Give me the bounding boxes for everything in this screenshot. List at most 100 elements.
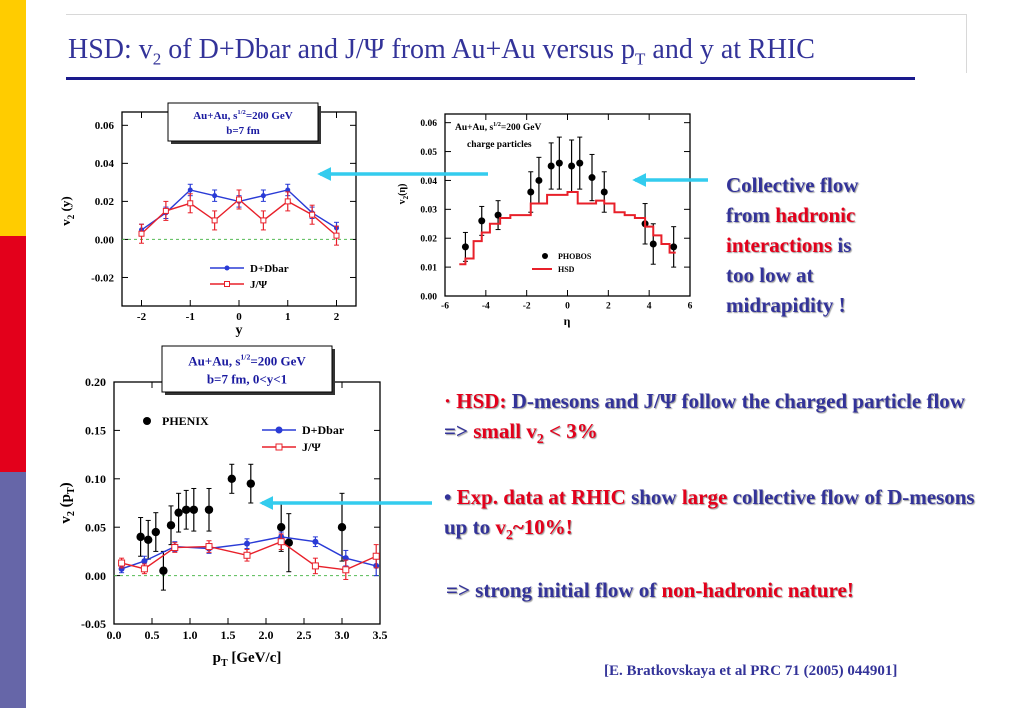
data-point	[162, 207, 169, 214]
legend-label: HSD	[558, 265, 575, 274]
y-tick-label: 0.05	[85, 520, 106, 534]
info-box-rapidity-line1: Au+Au, s1/2=200 GeV	[193, 109, 293, 122]
data-point	[284, 198, 291, 205]
legend-marker	[224, 281, 230, 287]
y-axis-label: v2 (y)	[58, 196, 76, 225]
series-line-hsd	[459, 191, 676, 266]
info-line1: Au+Au, s1/2=200 GeV	[455, 122, 541, 133]
x-tick-label: 2.5	[297, 628, 312, 642]
x-tick-label: -6	[441, 302, 449, 312]
axis-sub: T	[66, 487, 77, 494]
axis-text: (y)	[58, 196, 73, 214]
sidebar-yellow-stripe	[0, 0, 26, 236]
x-tick-label: 3.5	[373, 628, 388, 642]
data-point	[260, 217, 267, 224]
x-tick-label: 0.0	[107, 628, 122, 642]
legend-label: PHENIX	[162, 414, 209, 428]
data-point	[136, 532, 145, 542]
data-point	[189, 505, 198, 514]
legend-label: PHOBOS	[558, 252, 592, 261]
y-tick-label: -0.02	[91, 272, 114, 284]
axis-text: v	[58, 516, 74, 524]
y-axis-label: v2(η)	[397, 184, 410, 205]
data-point	[588, 174, 596, 182]
pointer-arrows	[259, 167, 708, 510]
x-axis-label: pT [GeV/c]	[213, 650, 282, 669]
info-text: =200 GeV	[501, 123, 542, 133]
data-point	[342, 566, 350, 574]
data-point	[461, 243, 469, 251]
data-point	[118, 565, 125, 572]
axis-text: p	[213, 650, 221, 666]
data-point	[478, 217, 486, 225]
x-tick-label: 2.0	[259, 628, 274, 642]
x-tick-label: 3.0	[335, 628, 350, 642]
legend-marker	[542, 253, 548, 259]
data-point	[555, 159, 563, 167]
y-tick-label: 0.03	[420, 206, 437, 216]
data-point	[211, 217, 218, 224]
y-tick-label: 0.10	[85, 472, 106, 486]
y-axis-label: v2 (pT)	[58, 482, 77, 523]
y-tick-label: 0.06	[95, 120, 115, 132]
data-point	[166, 521, 176, 530]
legend-marker	[275, 426, 283, 434]
x-tick-label: -1	[186, 311, 195, 323]
data-point	[159, 566, 168, 575]
x-tick-label: 2	[334, 311, 340, 323]
legend-marker	[224, 265, 230, 271]
x-tick-label: 6	[688, 302, 693, 312]
data-point	[649, 240, 657, 248]
y-tick-label: 0.05	[420, 148, 437, 158]
data-point	[236, 196, 242, 203]
x-tick-label: 1.5	[221, 628, 236, 642]
sidebar-blue-stripe	[0, 472, 26, 708]
info-sup: 1/2	[493, 122, 501, 128]
info-box-rapidity-line2: b=7 fm	[226, 125, 259, 137]
x-tick-label: -4	[482, 302, 490, 312]
axis-text: [GeV/c]	[228, 650, 282, 666]
data-point	[372, 552, 380, 560]
data-point	[576, 159, 584, 167]
legend-label: D+Dbar	[250, 263, 289, 275]
title-underline	[66, 77, 915, 80]
v2-vs-pt-chart: 0.0 0.5 1.0 1.5 2.0 2.5 3.0 3.5 -0.05 0.00 0.05 0.1…	[58, 345, 388, 669]
slide-title: HSD: v2 of D+Dbar and J/Ψ from Au+Au ver…	[68, 34, 815, 69]
legend-marker	[275, 443, 283, 451]
x-tick-label: 0	[565, 302, 570, 312]
info-box-pt-line1: Au+Au, s1/2=200 GeV	[188, 352, 306, 368]
y-tick-label: 0.04	[95, 158, 115, 170]
data-point	[138, 230, 145, 237]
x-tick-label: 2	[606, 302, 611, 312]
legend-label: J/Ψ	[302, 440, 321, 454]
data-point	[204, 505, 214, 514]
data-point	[277, 523, 286, 532]
y-tick-label: 0.00	[420, 292, 437, 302]
data-point	[151, 527, 160, 537]
data-point	[171, 544, 179, 552]
data-point	[243, 551, 251, 559]
y-tick-label: 0.04	[420, 177, 437, 187]
data-point	[212, 193, 218, 199]
data-point	[547, 162, 555, 170]
x-tick-label: 1	[285, 311, 291, 323]
data-point	[141, 558, 148, 565]
y-tick-label: 0.06	[420, 119, 437, 129]
data-point	[140, 565, 148, 573]
data-point	[600, 188, 608, 196]
x-tick-label: 0.5	[145, 628, 160, 642]
x-axis-label: y	[236, 323, 243, 338]
y-tick-label: 0.01	[420, 263, 437, 273]
experiment-conclusion: • Exp. data at RHIC show large collectiv…	[444, 485, 975, 544]
y-tick-label: -0.05	[81, 617, 106, 631]
v2-vs-eta-chart: -6 -4 -2 0 2 4 60.000.010.020.030.040.050.06v2…	[397, 113, 693, 328]
data-point	[182, 505, 191, 514]
x-tick-label: -2	[137, 311, 147, 323]
info-text: Au+Au, s	[455, 123, 493, 133]
y-tick-label: 0.20	[85, 375, 106, 389]
x-tick-label: 0	[236, 311, 242, 323]
y-tick-label: 0.15	[85, 424, 106, 438]
y-tick-label: 0.02	[95, 196, 115, 208]
y-tick-label: 0.00	[85, 569, 106, 583]
